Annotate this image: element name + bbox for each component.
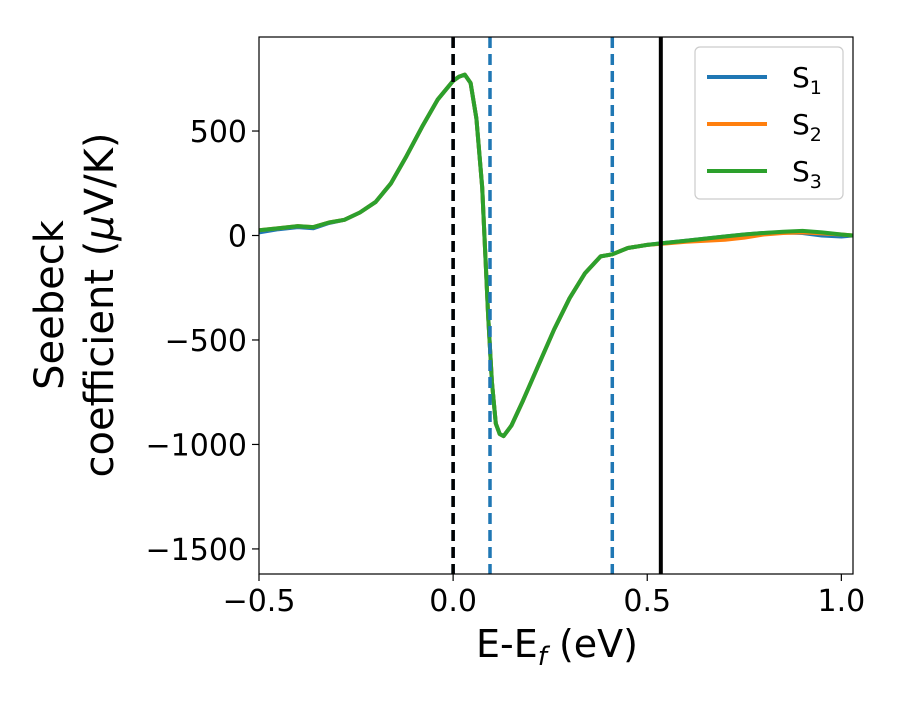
y-tick-label: −500 (165, 324, 247, 359)
x-tick-label: 0.5 (623, 584, 671, 619)
y-tick-label: −1000 (146, 428, 247, 463)
y-tick-label: −1500 (146, 533, 247, 568)
y-axis-label-line2: coefficient (μV/K) (77, 133, 123, 478)
y-axis-label-line1: Seebeck (27, 219, 73, 390)
series-line-s3 (259, 72, 853, 439)
plot-content (259, 37, 853, 574)
legend: S1 S2 S3 (694, 46, 844, 200)
legend-label-s1: S1 (792, 61, 822, 99)
plot-frame (258, 36, 854, 575)
x-axis-label: E-Ef (eV) (476, 622, 638, 672)
legend-label-s2: S2 (792, 108, 822, 146)
legend-label-s3: S3 (792, 155, 822, 193)
y-tick-label: 0 (228, 220, 247, 255)
y-tick-label: 500 (190, 115, 247, 150)
x-tick-label: −0.5 (223, 584, 296, 619)
x-tick-label: 0.0 (429, 584, 477, 619)
x-tick-label: 1.0 (817, 584, 865, 619)
legend-box (694, 46, 844, 200)
